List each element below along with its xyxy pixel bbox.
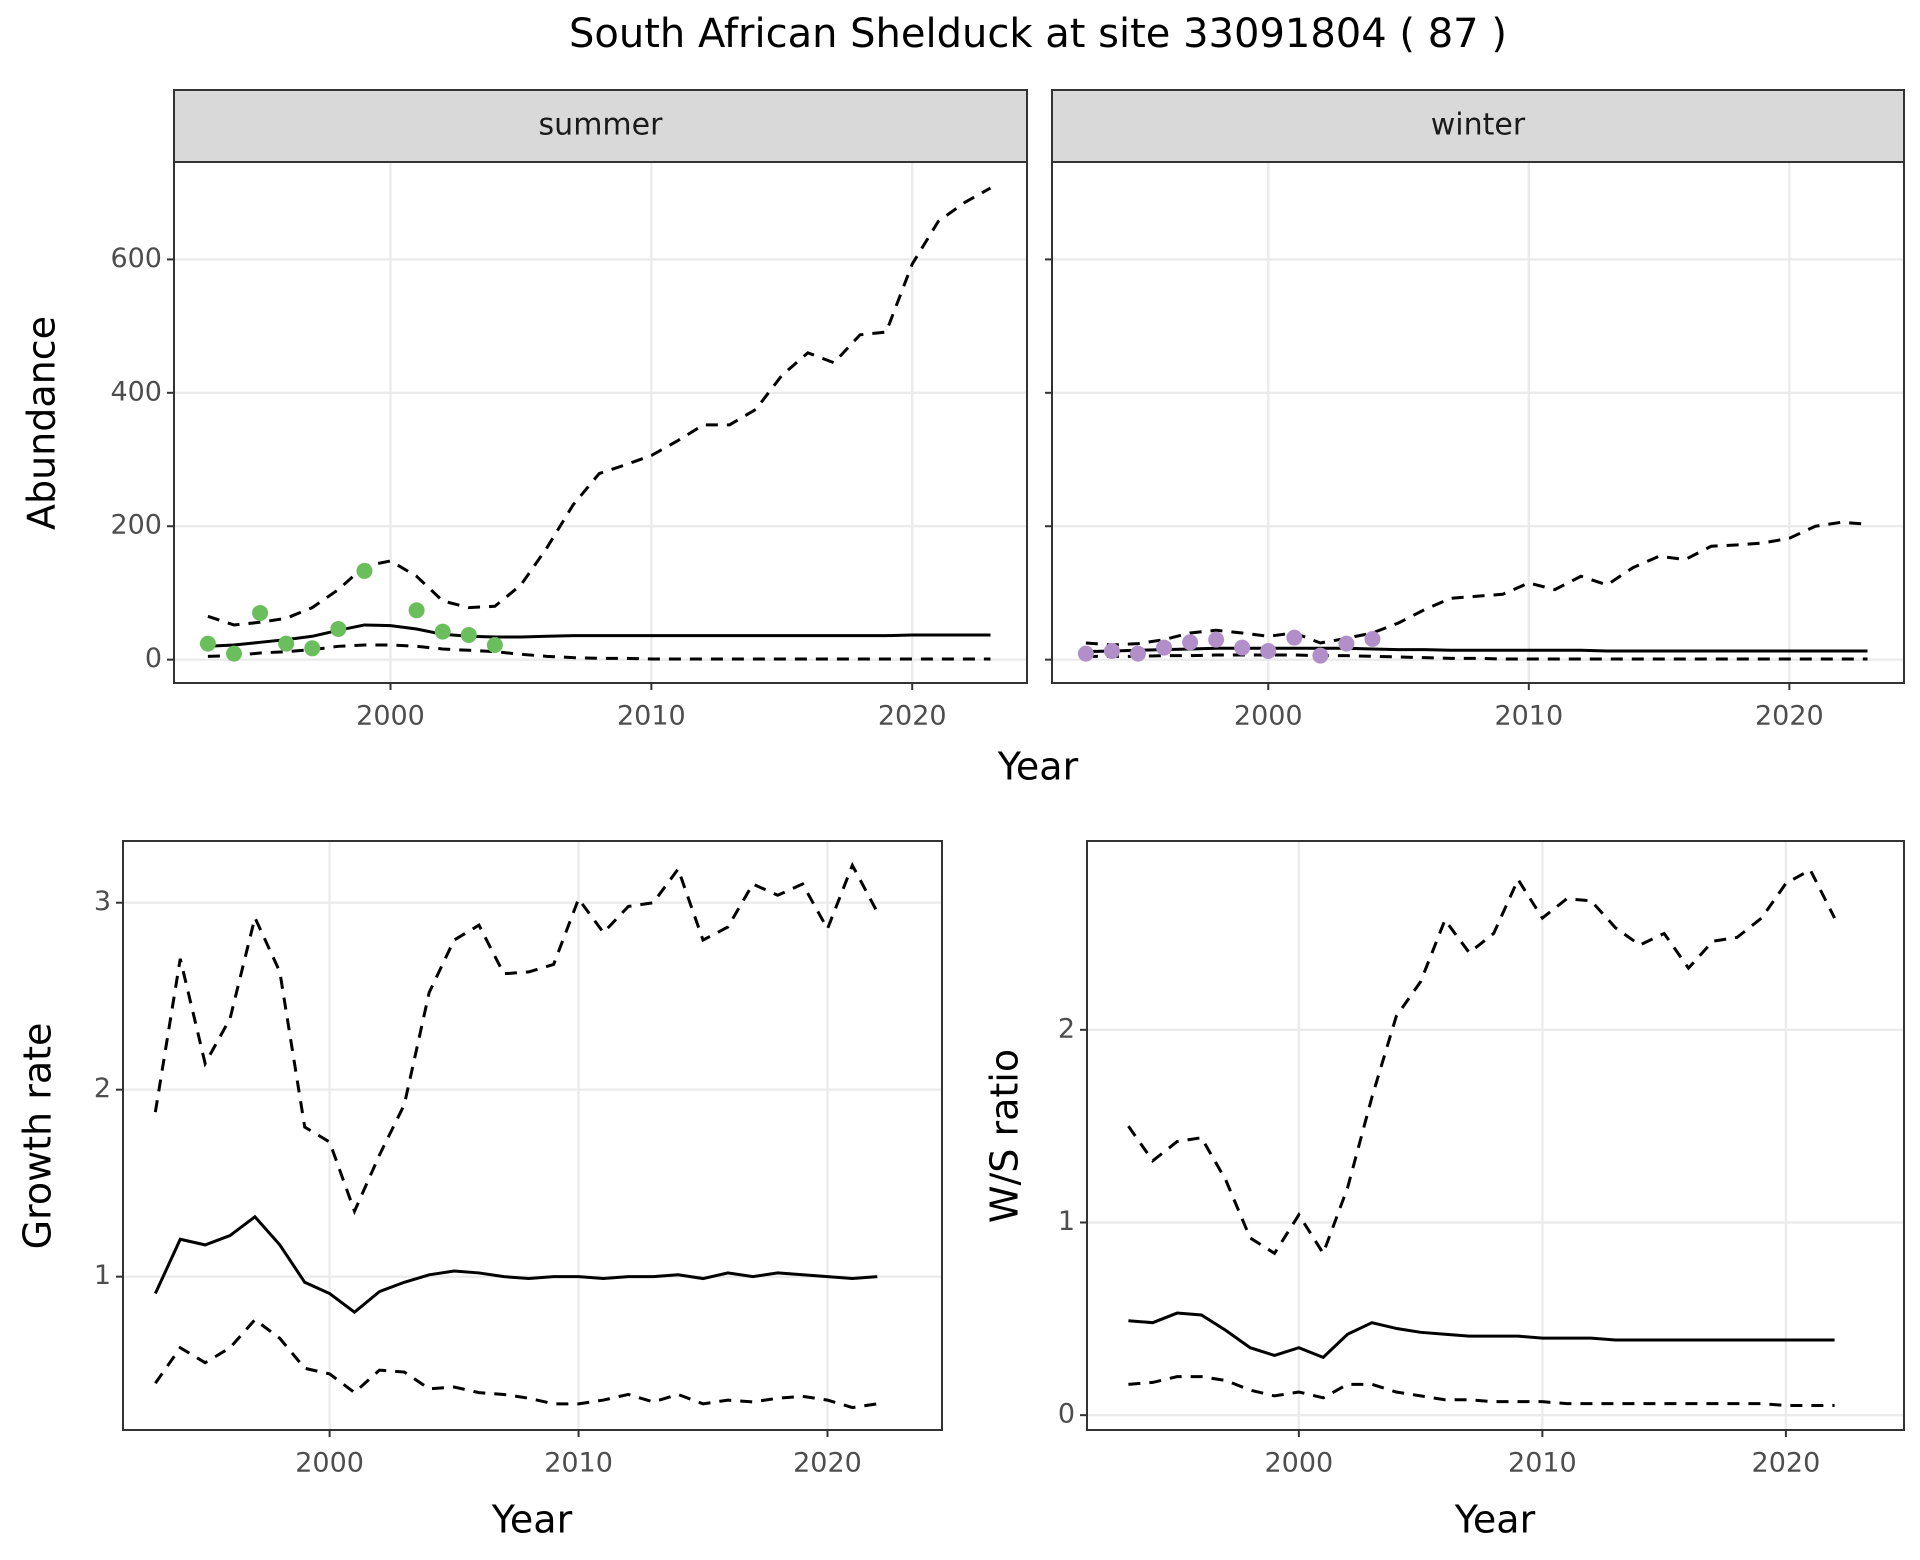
x-tick-label: 2010 <box>1508 1448 1577 1479</box>
series-line <box>153 861 879 1216</box>
x-tick-label: 2010 <box>1494 701 1563 732</box>
x-tick-label: 2000 <box>295 1448 364 1479</box>
panel-border <box>122 840 943 1431</box>
strip <box>1051 89 1905 163</box>
x-axis-label: Year <box>1454 1498 1536 1542</box>
x-tick-label: 2000 <box>356 701 425 732</box>
x-tick-label: 2010 <box>544 1448 613 1479</box>
y-tick-label: 2 <box>94 1073 111 1104</box>
data-point <box>304 640 321 657</box>
plot-area <box>1077 520 1868 664</box>
series-line <box>207 186 992 627</box>
data-point <box>252 604 269 621</box>
y-tick-label: 400 <box>110 376 162 407</box>
panel-background <box>1052 162 1904 683</box>
series-line <box>1128 1311 1835 1360</box>
data-point <box>1103 642 1120 659</box>
plot-area <box>1127 867 1836 1408</box>
x-axis-label: Year <box>491 1498 573 1542</box>
data-point <box>278 635 295 652</box>
y-axis-label: Growth rate <box>16 1023 60 1250</box>
data-point <box>1129 645 1146 662</box>
y-tick-label: 0 <box>1058 1399 1075 1430</box>
data-point <box>1208 631 1225 648</box>
data-point <box>1338 635 1355 652</box>
series-line <box>1127 867 1836 1257</box>
y-axis-label: Abundance <box>20 316 64 530</box>
y-tick-label: 1 <box>94 1260 111 1291</box>
data-point <box>1077 645 1094 662</box>
strip <box>173 89 1028 163</box>
data-point <box>1260 642 1277 659</box>
panel-background <box>174 162 1027 683</box>
series-line <box>153 1214 878 1315</box>
data-point <box>1156 639 1173 656</box>
y-tick-label: 600 <box>110 243 162 274</box>
panel-border <box>1086 840 1905 1431</box>
data-point <box>199 635 216 652</box>
panel-background <box>1087 841 1904 1430</box>
data-point <box>1312 647 1329 664</box>
data-point <box>1364 630 1381 647</box>
x-tick-label: 2000 <box>1234 701 1303 732</box>
data-point <box>1182 634 1199 651</box>
series-line <box>1085 646 1868 654</box>
data-point <box>408 602 425 619</box>
x-tick-label: 2010 <box>617 701 686 732</box>
y-tick-label: 1 <box>1058 1206 1075 1237</box>
series-line <box>154 1317 878 1410</box>
x-tick-label: 2020 <box>1752 1448 1821 1479</box>
data-point <box>225 645 242 662</box>
x-tick-label: 2000 <box>1265 1448 1334 1479</box>
series-line <box>1085 520 1868 647</box>
data-point <box>330 620 347 637</box>
series-line <box>207 643 991 661</box>
y-tick-label: 2 <box>1058 1013 1075 1044</box>
data-point <box>356 562 373 579</box>
plot-area <box>153 861 879 1410</box>
strip-label: summer <box>539 108 664 143</box>
data-point <box>434 623 451 640</box>
data-point <box>1286 629 1303 646</box>
x-tick-label: 2020 <box>793 1448 862 1479</box>
panel-background <box>123 841 942 1430</box>
x-tick-label: 2020 <box>1755 701 1824 732</box>
data-point <box>486 636 503 653</box>
figure-title: South African Shelduck at site 33091804 … <box>569 11 1507 57</box>
x-tick-label: 2020 <box>878 701 947 732</box>
data-point <box>1234 639 1251 656</box>
data-point <box>460 626 477 643</box>
x-axis-label: Year <box>997 745 1079 789</box>
series-line <box>1128 1375 1835 1408</box>
series-line <box>1085 653 1868 661</box>
plot-area <box>199 186 992 662</box>
y-tick-label: 200 <box>110 510 162 541</box>
y-axis-label: W/S ratio <box>983 1049 1027 1223</box>
strip-label: winter <box>1431 108 1526 143</box>
y-tick-label: 0 <box>145 643 162 674</box>
y-tick-label: 3 <box>94 886 111 917</box>
